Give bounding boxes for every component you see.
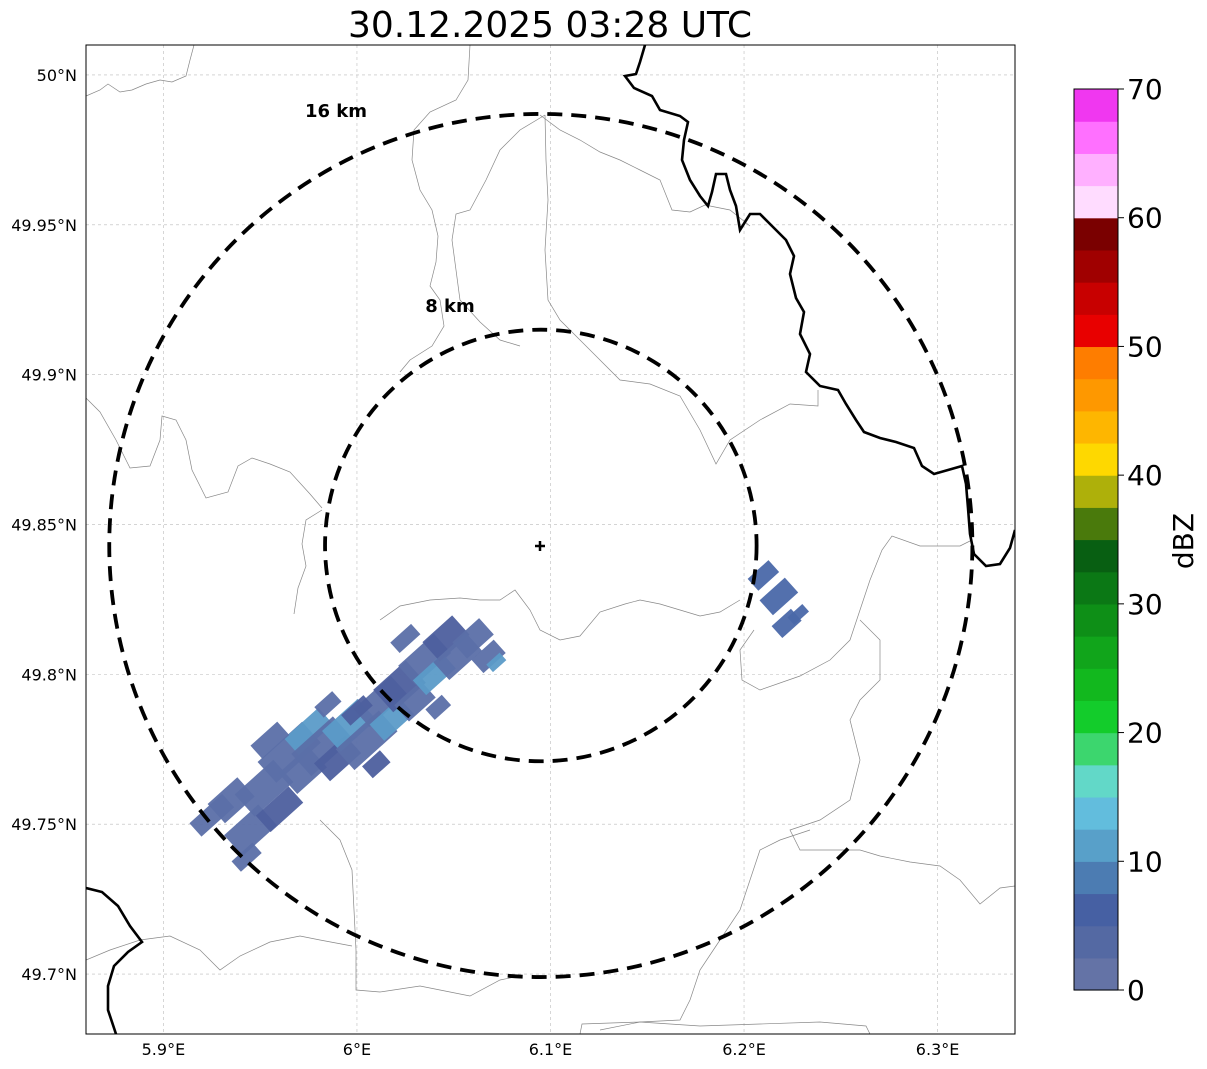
echo-cell [422,615,470,662]
colorbar-segment [1074,700,1118,734]
colorbar-segment [1074,636,1118,669]
map-area [86,45,1015,1034]
colorbar-frame [1073,88,1119,991]
colorbar-segment [1074,764,1118,798]
echo-cell [362,750,391,779]
map-frame [85,44,1016,1035]
colorbar: 0 10 20 30 40 50 60 70 [1073,73,1163,1007]
colorbar-tick-label: 30 [1127,588,1163,621]
commune-border [579,1021,871,1034]
radar-echoes [189,560,810,872]
colorbar-segment [1074,925,1118,959]
colorbar-segment [1074,732,1118,766]
colorbar-segment [1074,185,1118,219]
echo-cell [250,721,290,760]
country-border-southwest [86,886,144,1034]
echo-cell [452,618,494,659]
range-ring [323,327,759,764]
colorbar-segment [1074,378,1118,412]
commune-border [789,619,1015,905]
x-tick-label: 6°E [343,1040,371,1059]
commune-border [379,589,741,641]
x-axis-ticks: 5.9°E 6°E 6.1°E 6.2°E 6.3°E [142,1040,960,1059]
echo-cell [341,695,373,726]
echo-cell [255,786,304,833]
colorbar-segment [1074,507,1118,541]
commune-border [544,114,819,465]
x-tick-label: 6.1°E [529,1040,573,1059]
y-tick-label: 49.75°N [11,815,77,834]
range-rings [107,112,975,979]
range-ring [107,112,975,979]
y-tick-label: 49.7°N [21,965,77,984]
echo-cell [390,623,421,653]
colorbar-segment [1074,346,1118,380]
colorbar-segment [1074,861,1118,895]
colorbar-segment [1074,603,1118,637]
commune-border [86,45,195,97]
y-axis-ticks: 50°N 49.95°N 49.9°N 49.85°N 49.8°N 49.75°N 49.… [11,66,77,984]
colorbar-segment [1074,89,1118,122]
echo-cell [471,639,506,674]
echo-cell [787,604,810,625]
colorbar-segment [1074,121,1118,154]
y-tick-label: 49.8°N [21,665,77,684]
commune-border [399,45,471,373]
colorbar-segment [1074,410,1118,444]
colorbar-tick-label: 0 [1127,974,1145,1007]
echo-cell [425,694,452,720]
y-tick-label: 50°N [37,66,77,85]
colorbar-tick-label: 50 [1127,330,1163,363]
colorbar-segment [1074,217,1118,251]
y-tick-label: 49.9°N [21,366,77,385]
figure-title: 30.12.2025 03:28 UTC [348,5,752,46]
colorbar-label: dBZ [1167,513,1200,569]
commune-border [293,509,323,615]
x-tick-label: 6.3°E [916,1040,960,1059]
commune-border [86,397,323,509]
echo-cell [486,652,507,673]
echo-cell [231,842,262,872]
commune-border [319,819,521,997]
commune-border [86,935,353,971]
colorbar-segment [1074,668,1118,701]
y-tick-label: 49.95°N [11,216,77,235]
y-tick-label: 49.85°N [11,516,77,535]
colorbar-segment [1074,893,1118,927]
x-tick-label: 5.9°E [142,1040,186,1059]
national-borders [86,45,1015,1034]
colorbar-tick-label: 60 [1127,202,1163,235]
colorbar-segment [1074,957,1118,991]
colorbar-segment [1074,314,1118,348]
commune-border [739,535,973,691]
commune-border [451,114,546,347]
colorbar-segment [1074,539,1118,573]
country-border-east [622,45,1015,568]
colorbar-tick-label: 20 [1127,717,1163,750]
colorbar-segment [1074,829,1118,862]
colorbar-tick-label: 40 [1127,459,1163,492]
ring-label-16km: 16 km [305,101,367,122]
echo-cell [314,691,342,718]
colorbar-tick-label: 70 [1127,73,1163,106]
colorbar-segment [1074,282,1118,315]
x-tick-label: 6.2°E [722,1040,766,1059]
gridlines [86,45,1015,1034]
colorbar-segment [1074,249,1118,283]
echo-cell [284,707,334,755]
colorbar-tick-label: 10 [1127,845,1163,878]
echo-cell [759,577,799,616]
echo-cell [747,560,780,591]
ring-label-8km: 8 km [425,296,475,317]
radar-site-marker [535,541,545,551]
colorbar-segment [1074,153,1118,187]
colorbar-segment [1074,571,1118,605]
colorbar-segment [1074,442,1118,476]
colorbar-segment [1074,796,1118,830]
colorbar-segment [1074,475,1118,508]
